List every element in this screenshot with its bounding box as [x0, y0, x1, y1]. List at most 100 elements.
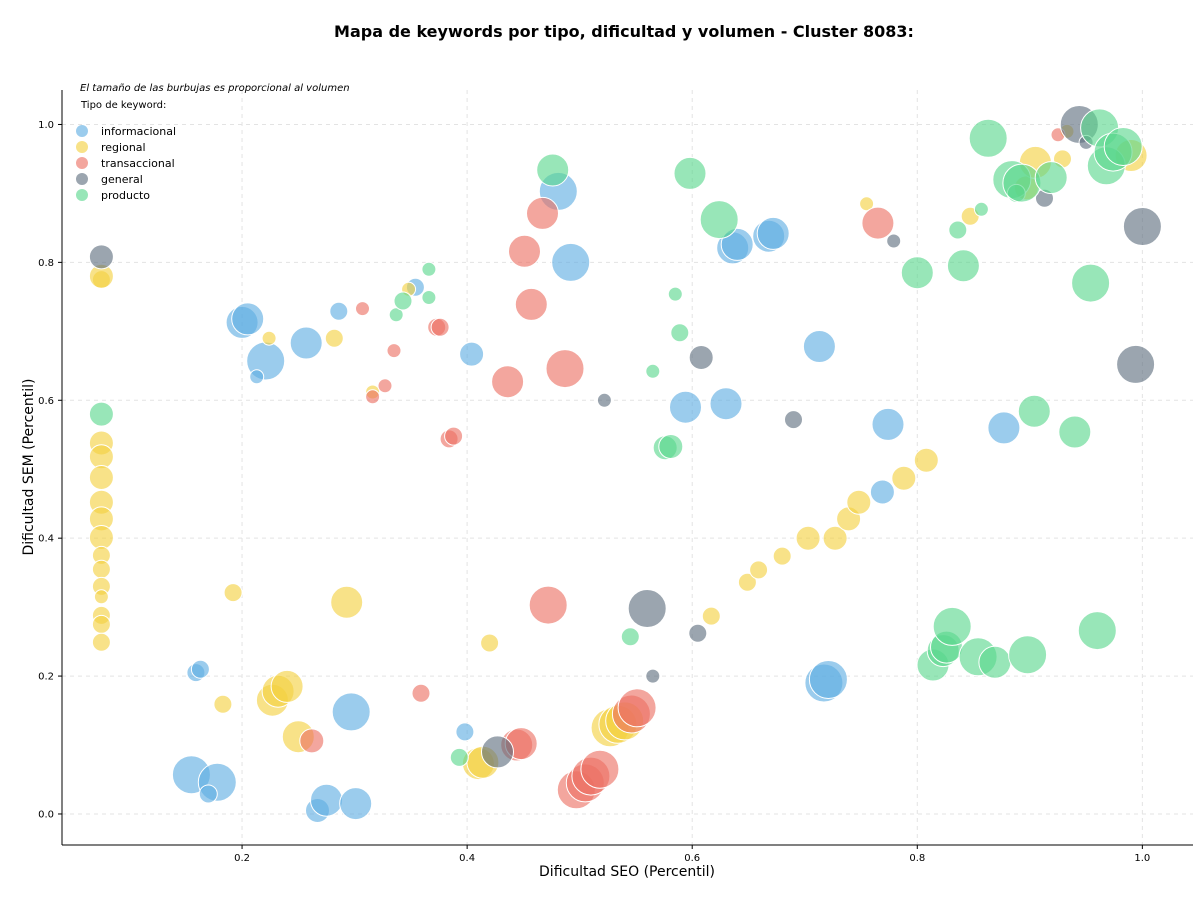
data-point	[93, 589, 109, 605]
axes: 0.2 0.4 0.6 0.8 1.0 0.0 0.2 0.4 0.6 0.8 1.0	[38, 90, 1193, 864]
data-point	[1077, 611, 1117, 651]
data-point	[430, 317, 450, 337]
data-point	[987, 411, 1021, 445]
data-point	[289, 326, 323, 360]
data-point	[339, 787, 373, 821]
data-point	[871, 407, 905, 441]
data-point	[913, 447, 939, 473]
legend-marker	[76, 125, 88, 137]
data-point	[886, 233, 902, 249]
data-point	[331, 692, 371, 732]
data-point	[822, 525, 848, 551]
series-transaccional	[299, 127, 1066, 810]
data-point	[393, 291, 413, 311]
data-point	[667, 286, 683, 302]
x-tick-label: 0.4	[459, 853, 475, 864]
data-point	[673, 156, 707, 190]
data-point	[968, 118, 1008, 158]
data-point	[329, 301, 349, 321]
data-point	[481, 735, 514, 769]
data-point	[688, 623, 708, 643]
data-point	[270, 669, 304, 703]
data-point	[978, 645, 1012, 679]
data-point	[948, 220, 968, 240]
data-point	[784, 410, 803, 430]
data-point	[299, 728, 325, 754]
y-tick-label: 0.2	[38, 672, 54, 683]
data-point	[514, 287, 548, 321]
legend-marker	[76, 141, 88, 153]
data-point	[669, 390, 702, 424]
data-point	[526, 196, 559, 230]
x-tick-label: 1.0	[1134, 853, 1150, 864]
data-point	[508, 234, 541, 268]
data-point	[88, 401, 114, 427]
legend-title: Tipo de keyword:	[80, 100, 166, 111]
data-point	[617, 688, 657, 728]
data-point	[88, 465, 114, 490]
data-point	[701, 606, 721, 626]
data-point	[802, 330, 836, 363]
data-point	[324, 328, 344, 348]
data-point	[946, 249, 980, 283]
size-note: El tamaño de las burbujas es proporciona…	[80, 83, 350, 94]
data-point	[411, 683, 431, 703]
data-point	[580, 749, 620, 789]
data-point	[491, 365, 525, 399]
data-point	[386, 343, 402, 359]
data-point	[1058, 415, 1092, 449]
data-point	[1002, 163, 1042, 203]
data-point	[670, 323, 690, 343]
legend-label: general	[101, 173, 143, 186]
data-point	[330, 585, 364, 619]
data-point	[223, 583, 243, 603]
data-point	[310, 783, 343, 817]
y-tick-label: 0.6	[38, 396, 54, 407]
data-point	[756, 216, 790, 250]
data-points	[88, 105, 1162, 823]
data-point	[213, 694, 233, 714]
data-point	[891, 465, 917, 491]
data-point	[421, 261, 437, 277]
data-point	[869, 479, 895, 505]
legend-items: informacional regional transaccional genera…	[76, 125, 176, 202]
data-point	[772, 546, 792, 566]
data-point	[261, 330, 277, 346]
data-point	[444, 426, 464, 446]
data-point	[795, 525, 821, 551]
data-point	[1034, 161, 1068, 195]
data-point	[737, 572, 757, 592]
legend-label: informacional	[101, 125, 176, 138]
data-point	[91, 614, 111, 634]
data-point	[388, 307, 404, 323]
y-tick-label: 0.8	[38, 258, 54, 269]
series-producto	[88, 108, 1143, 767]
data-point	[377, 378, 393, 394]
data-point	[91, 632, 111, 652]
data-point	[861, 206, 895, 240]
data-point	[528, 585, 568, 625]
data-point	[551, 242, 591, 282]
legend-label: producto	[101, 189, 150, 202]
legend-label: transaccional	[101, 157, 175, 170]
series-informacional	[171, 171, 1021, 823]
data-point	[709, 387, 743, 421]
x-tick-label: 0.6	[684, 853, 700, 864]
data-point	[658, 434, 684, 459]
data-point	[1103, 127, 1143, 166]
data-point	[190, 659, 210, 679]
data-point	[973, 201, 989, 217]
data-point	[545, 349, 585, 389]
series-general	[88, 105, 1162, 769]
y-axis-label: Dificultad SEM (Percentil)	[21, 379, 37, 556]
data-point	[91, 559, 111, 579]
data-point	[459, 341, 485, 367]
data-point	[1008, 635, 1048, 675]
data-point	[749, 560, 769, 580]
data-point	[365, 389, 381, 405]
data-point	[449, 747, 469, 767]
y-tick-label: 0.4	[38, 534, 54, 545]
data-point	[645, 668, 661, 684]
data-point	[536, 153, 570, 187]
